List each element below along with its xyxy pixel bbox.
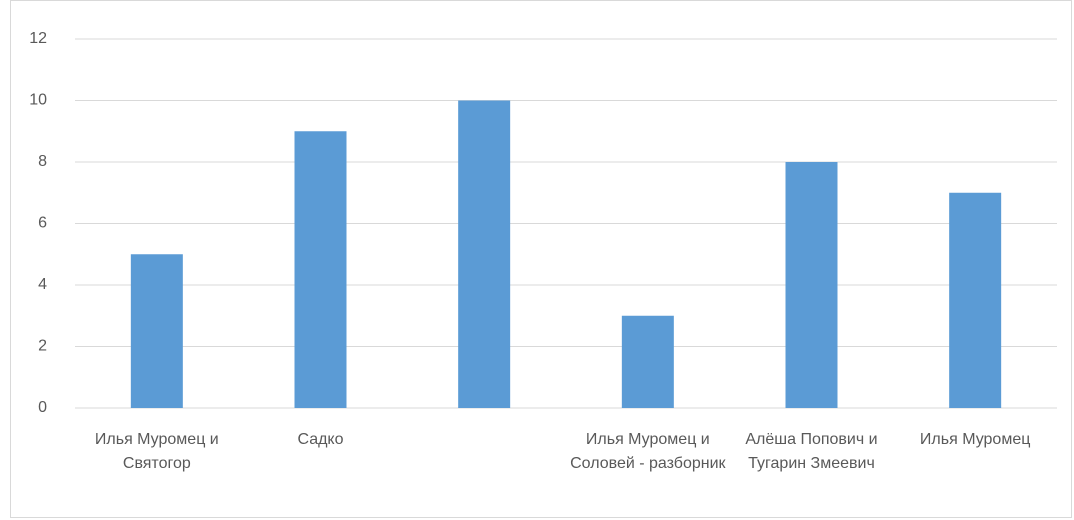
x-tick-label: Илья Муромец и Соловей - разборник — [570, 431, 726, 472]
bar — [621, 315, 674, 408]
bar — [949, 192, 1002, 408]
x-tick-label: Садко — [297, 431, 344, 448]
y-tick-label: 12 — [29, 30, 47, 47]
y-tick-label: 4 — [38, 276, 47, 293]
x-tick-label: Илья Муромец — [919, 431, 1031, 448]
chart-border — [10, 0, 1072, 518]
bar — [785, 162, 838, 408]
bar — [130, 254, 183, 408]
y-tick-label: 8 — [38, 153, 47, 170]
bar — [294, 131, 347, 408]
x-tick-label: Илья Муромец и Святогор — [94, 431, 219, 472]
x-tick-label: Алёша Попович и Тугарин Змеевич — [745, 431, 878, 472]
y-tick-label: 10 — [29, 92, 47, 109]
y-tick-label: 2 — [38, 338, 47, 355]
y-tick-label: 6 — [38, 215, 47, 232]
y-tick-label: 0 — [38, 399, 47, 416]
bar — [458, 100, 511, 408]
